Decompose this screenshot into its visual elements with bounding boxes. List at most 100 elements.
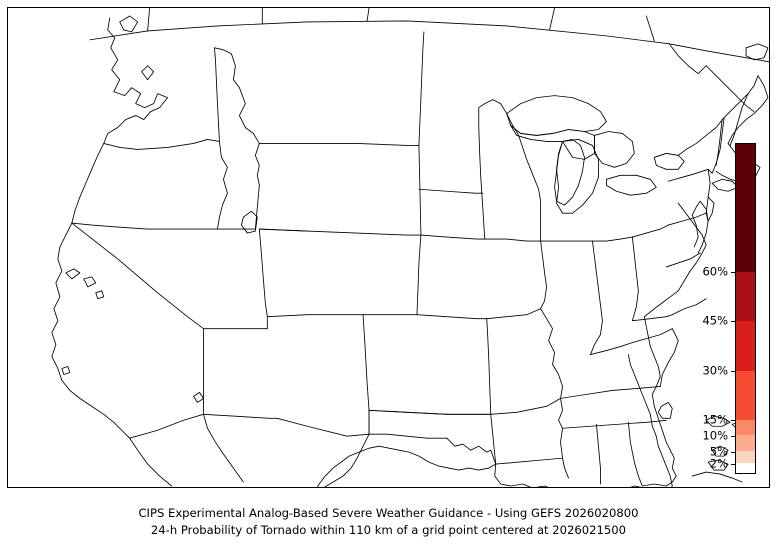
new-york-east-border xyxy=(707,117,725,174)
missouri-south-border xyxy=(490,397,561,415)
wisconsin-west-border xyxy=(530,168,542,242)
texas-gulf-coast xyxy=(316,445,497,487)
arkansas-east-border xyxy=(558,397,563,459)
canada-province-border-3 xyxy=(366,8,370,22)
california-mexico-border xyxy=(129,328,204,439)
minnesota-border xyxy=(478,99,532,170)
colorbar-tick-label: 60% xyxy=(702,264,728,278)
colorbar-tick-mark xyxy=(730,271,735,273)
north-dakota-east xyxy=(478,107,481,156)
canada-province-border-4 xyxy=(549,8,555,31)
colorbar-band xyxy=(736,435,755,452)
colorbar-band xyxy=(736,419,755,436)
georgia-south-carolina-border xyxy=(643,290,679,318)
kentucky-east-border xyxy=(659,328,679,387)
new-jersey-coast xyxy=(705,196,715,222)
canada-east-coast xyxy=(668,43,707,75)
dakota-divider xyxy=(418,188,484,194)
colorbar-tick-mark xyxy=(730,420,735,422)
florida-peninsula xyxy=(643,316,677,483)
colorbar-tick-mark xyxy=(730,436,735,438)
pennsylvania-south-border xyxy=(667,212,707,226)
colorbar-band xyxy=(736,370,755,420)
illinois-indiana-line xyxy=(592,236,633,242)
washington-south-border xyxy=(103,139,220,150)
colorbar-tick-label: 5% xyxy=(709,444,728,459)
canada-province-border-1 xyxy=(147,8,151,32)
colorbar-band xyxy=(736,320,755,371)
st-lawrence-river xyxy=(705,65,755,112)
utah-colorado-border xyxy=(258,228,308,232)
nebraska-south-border xyxy=(416,314,488,320)
maine-coast xyxy=(727,75,769,144)
colorbar-band xyxy=(736,144,755,272)
kentucky-north-border xyxy=(590,328,673,355)
gulf-coast-alabama xyxy=(630,485,642,487)
nevada-california-border xyxy=(71,222,204,330)
oregon-coast xyxy=(71,143,105,224)
colorbar-band xyxy=(736,451,755,464)
nebraska-north-border xyxy=(420,234,486,240)
vancouver-island xyxy=(119,15,139,33)
kentucky-tennessee-border xyxy=(560,385,661,399)
tennessee-south-border xyxy=(562,419,667,429)
washington-idaho-border xyxy=(214,47,220,142)
us-map-graphic xyxy=(51,8,769,487)
guadalupe-island xyxy=(61,366,71,375)
colorbar-band xyxy=(736,271,755,321)
vermont-newhampshire-border xyxy=(715,119,723,166)
illinois-east-border xyxy=(590,240,603,355)
iowa-east-border xyxy=(540,240,548,310)
colorbar-tick-mark xyxy=(730,464,735,466)
washington-coast xyxy=(103,17,169,144)
bahamas-island-4 xyxy=(707,459,729,471)
pennsylvania-north-border xyxy=(667,168,709,182)
pennsylvania-east-border xyxy=(705,168,711,214)
texas-mexico-border xyxy=(324,433,370,487)
texas-northwest xyxy=(368,433,448,439)
california-coast xyxy=(51,222,131,439)
puget-sound-island xyxy=(141,65,155,81)
arkansas-south-border xyxy=(495,457,563,465)
montana-south-border xyxy=(258,143,420,146)
chesapeake-bay xyxy=(691,200,701,248)
iowa-north-border xyxy=(484,238,542,242)
lake-erie xyxy=(606,174,657,196)
florida-west-coast xyxy=(627,354,673,487)
baja-california xyxy=(129,413,244,487)
nevada-utah-border xyxy=(258,228,268,318)
oklahoma-north-border xyxy=(368,409,492,415)
lake-okeechobee xyxy=(657,401,673,419)
bahamas-island-1 xyxy=(705,415,731,427)
newmexico-east-border xyxy=(362,314,370,435)
probability-colorbar: 60% 45% 30% 15% 10% 5% 2% xyxy=(702,143,756,474)
virginia-border xyxy=(671,298,707,316)
delmarva-peninsula xyxy=(697,200,709,254)
lake-michigan xyxy=(554,139,585,206)
lake-huron xyxy=(594,131,635,168)
canada-province-border-5 xyxy=(645,15,655,42)
cuba-coast xyxy=(691,471,743,483)
idaho-north-border xyxy=(214,47,260,186)
mississippi-east-border xyxy=(562,457,569,479)
alabama-georgia-border xyxy=(627,421,643,487)
caption-line-2: 24-h Probability of Tornado within 110 k… xyxy=(150,522,627,537)
kansas-east-border xyxy=(486,318,492,415)
colorbar-tick-label: 10% xyxy=(702,428,728,443)
oregon-south-border xyxy=(71,222,218,230)
california-channel-island-2 xyxy=(83,276,97,288)
wyoming-east-border xyxy=(418,145,422,236)
alabama-mississippi-border xyxy=(596,423,601,485)
texas-oklahoma-border xyxy=(446,437,497,465)
utah-arizona-border xyxy=(266,314,364,318)
michigan-lower-peninsula xyxy=(556,139,599,214)
colorbar-tick-mark xyxy=(730,371,735,373)
louisiana-coast xyxy=(494,463,549,487)
maine-west-border xyxy=(729,93,749,146)
colorbar-tick-mark xyxy=(730,321,735,323)
new-england-border xyxy=(723,75,759,118)
california-channel-island-1 xyxy=(65,268,81,280)
great-salt-lake xyxy=(240,210,258,234)
colorbar-tick-label: 45% xyxy=(702,313,728,328)
